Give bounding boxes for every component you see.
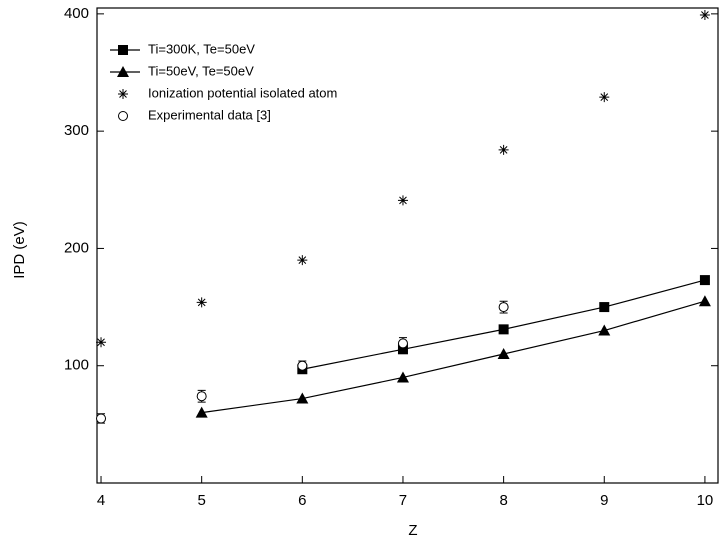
data-point bbox=[699, 275, 710, 286]
data-point bbox=[598, 324, 611, 336]
legend-label: Experimental data [3] bbox=[148, 107, 271, 122]
data-point bbox=[699, 10, 710, 21]
data-point bbox=[599, 92, 610, 103]
data-point bbox=[498, 144, 509, 155]
data-point bbox=[498, 324, 509, 335]
data-point bbox=[297, 360, 308, 371]
plot-frame bbox=[96, 7, 719, 484]
legend-marker bbox=[118, 89, 128, 99]
data-point bbox=[599, 302, 610, 313]
y-tick-label: 400 bbox=[64, 5, 89, 22]
data-point bbox=[96, 413, 107, 424]
legend-marker bbox=[118, 111, 128, 121]
data-point bbox=[195, 406, 208, 418]
data-point bbox=[396, 371, 409, 383]
x-tick-label: 10 bbox=[697, 492, 714, 509]
legend-label: Ionization potential isolated atom bbox=[148, 85, 337, 100]
legend-marker bbox=[118, 45, 128, 55]
x-tick-label: 5 bbox=[198, 492, 206, 509]
data-point bbox=[698, 295, 711, 307]
legend-label: Ti=50eV, Te=50eV bbox=[148, 63, 254, 78]
legend-label: Ti=300K, Te=50eV bbox=[148, 41, 255, 56]
x-axis-label: Z bbox=[408, 522, 417, 539]
data-point bbox=[196, 297, 207, 308]
data-point bbox=[397, 338, 408, 349]
y-tick-label: 100 bbox=[64, 357, 89, 374]
data-point bbox=[196, 391, 207, 402]
x-tick-label: 4 bbox=[97, 492, 105, 509]
data-point bbox=[296, 392, 309, 404]
x-tick-label: 6 bbox=[298, 492, 306, 509]
y-axis-label: IPD (eV) bbox=[11, 221, 28, 279]
y-tick-label: 200 bbox=[64, 239, 89, 256]
data-point bbox=[497, 347, 510, 359]
legend-marker bbox=[117, 66, 129, 77]
data-point bbox=[96, 337, 107, 348]
data-point bbox=[297, 255, 308, 266]
data-point bbox=[498, 302, 509, 313]
data-point bbox=[397, 195, 408, 206]
series-line bbox=[201, 300, 706, 414]
x-tick-label: 8 bbox=[499, 492, 507, 509]
x-tick-label: 7 bbox=[399, 492, 407, 509]
x-tick-label: 9 bbox=[600, 492, 608, 509]
y-tick-label: 300 bbox=[64, 122, 89, 139]
